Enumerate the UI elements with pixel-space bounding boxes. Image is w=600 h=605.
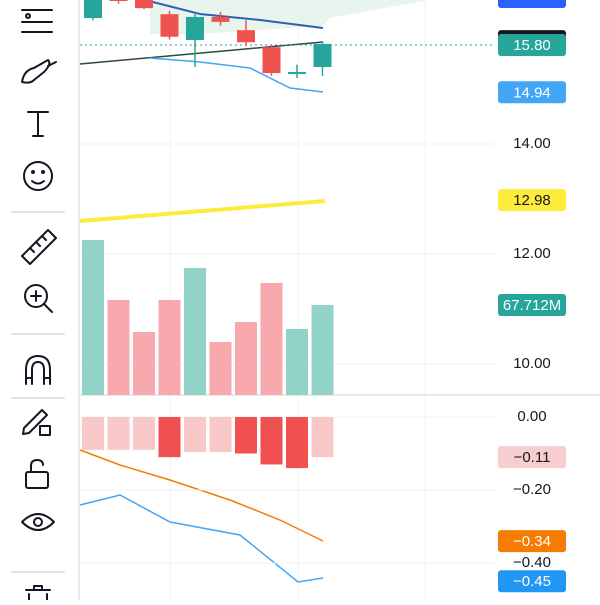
volume-bar (235, 322, 257, 395)
candle-body (135, 0, 153, 9)
candle-body (211, 16, 230, 22)
volume-bar (158, 299, 181, 395)
macd-histogram-bar (184, 417, 206, 453)
unlock-tool[interactable] (25, 459, 49, 489)
volume-bar (184, 268, 206, 395)
price-badge (498, 81, 566, 104)
macd-histogram-bar (133, 417, 155, 450)
zoom-tool[interactable] (24, 284, 53, 313)
visibility-tool[interactable] (21, 513, 55, 531)
macd-histogram-bar (82, 417, 104, 450)
candle-body (313, 43, 332, 67)
price-badge-label: 67.712M (503, 297, 561, 314)
toolbar (11, 9, 65, 601)
candle-body (262, 47, 281, 74)
emoji-tool[interactable] (23, 161, 53, 191)
price-badge (498, 446, 566, 469)
price-tick-label: 14.00 (513, 135, 551, 152)
macd-line (79, 494, 324, 583)
candle-body (160, 14, 179, 37)
lower-band (149, 57, 324, 93)
volume-bar (286, 328, 308, 395)
price-badge-clipped (498, 0, 566, 8)
price-badge (498, 189, 566, 212)
macd-tick-label: −0.20 (513, 481, 551, 498)
lock-drawing-tool[interactable] (22, 409, 51, 436)
magnet-tool[interactable] (25, 355, 51, 385)
candle-body (84, 0, 102, 19)
macd-tick-label: −0.40 (513, 554, 551, 571)
candle-body (109, 0, 128, 1)
price-badge-label: 14.94 (513, 84, 551, 101)
volume-bar (209, 341, 232, 395)
price-badge (498, 530, 566, 553)
price-tick-label: 10.00 (513, 355, 551, 372)
price-badge-label: 12.98 (513, 192, 551, 209)
upper-band (144, 0, 324, 29)
price-badge-label: −0.11 (514, 449, 551, 466)
volume-bar (260, 282, 283, 395)
price-badge (498, 570, 566, 593)
macd-histogram-bar (209, 417, 232, 453)
macd-histogram-bar (286, 417, 308, 469)
price-badge (498, 34, 566, 56)
text-tool[interactable] (27, 111, 49, 137)
moving-average (79, 199, 326, 223)
trend-line (79, 41, 324, 65)
macd-histogram-bar (311, 417, 334, 458)
price-tick-label: 12.00 (513, 245, 551, 262)
candle-body (288, 71, 306, 74)
macd-tick-label: 0.00 (517, 408, 546, 425)
volume-bar (311, 305, 334, 395)
candle-body (237, 30, 255, 43)
macd-histogram-bar (235, 417, 257, 454)
volume-bar (107, 299, 130, 395)
macd-histogram-bar (158, 417, 181, 458)
macd-histogram-bar (107, 417, 130, 450)
lines-tool[interactable] (21, 9, 53, 33)
price-badge-label: −0.34 (513, 533, 551, 550)
grid (169, 0, 426, 600)
ruler-tool[interactable] (21, 229, 57, 265)
volume-bar (133, 331, 155, 395)
brush-tool[interactable] (21, 59, 57, 84)
volume-bar (82, 240, 104, 395)
candle-body (186, 16, 204, 41)
price-badge-label: −0.45 (513, 573, 551, 590)
price-badge (498, 294, 566, 316)
price-badge-label: 15.80 (513, 37, 551, 54)
delete-tool[interactable] (25, 585, 51, 601)
macd-histogram-bar (260, 417, 283, 465)
